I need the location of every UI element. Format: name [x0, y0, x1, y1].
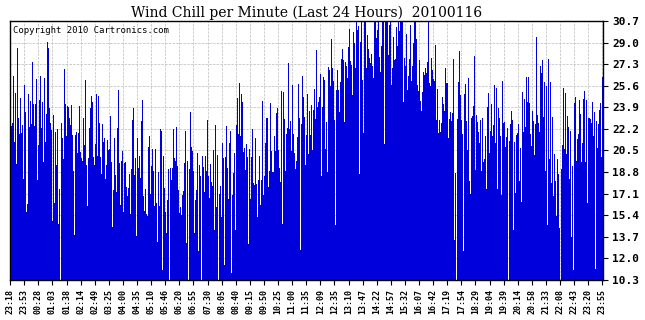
- Title: Wind Chill per Minute (Last 24 Hours)  20100116: Wind Chill per Minute (Last 24 Hours) 20…: [131, 5, 482, 20]
- Text: Copyright 2010 Cartronics.com: Copyright 2010 Cartronics.com: [13, 26, 168, 35]
